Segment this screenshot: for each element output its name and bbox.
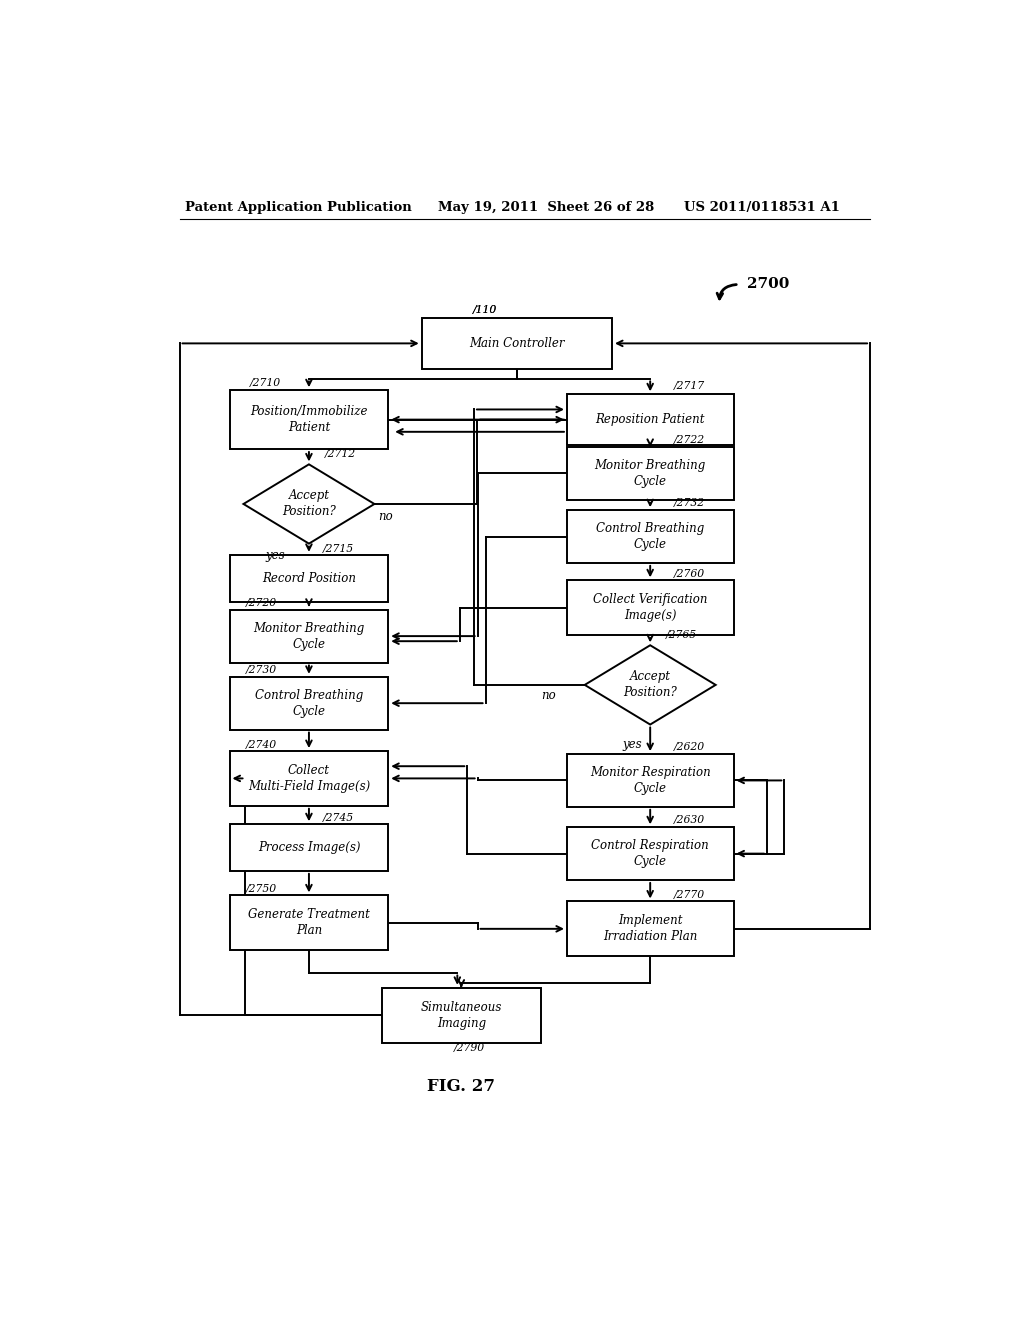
Text: May 19, 2011  Sheet 26 of 28: May 19, 2011 Sheet 26 of 28 <box>437 201 653 214</box>
Text: Control Breathing
Cycle: Control Breathing Cycle <box>255 689 364 718</box>
Text: ∕2750: ∕2750 <box>246 884 276 894</box>
Text: Control Respiration
Cycle: Control Respiration Cycle <box>591 840 709 869</box>
Bar <box>229 895 388 950</box>
Text: Accept
Position?: Accept Position? <box>624 671 677 700</box>
Text: yes: yes <box>265 549 285 562</box>
Text: US 2011/0118531 A1: US 2011/0118531 A1 <box>684 201 840 214</box>
Bar <box>567 828 733 880</box>
Text: ∕2715: ∕2715 <box>324 544 354 554</box>
Bar <box>382 987 541 1043</box>
Text: Control Breathing
Cycle: Control Breathing Cycle <box>596 521 705 550</box>
Text: FIG. 27: FIG. 27 <box>427 1078 496 1096</box>
Text: ∕2730: ∕2730 <box>246 665 276 675</box>
Bar <box>567 447 733 500</box>
Bar <box>422 318 612 368</box>
Text: Monitor Respiration
Cycle: Monitor Respiration Cycle <box>590 766 711 795</box>
Text: yes: yes <box>623 738 642 751</box>
Bar <box>229 751 388 805</box>
Text: ∕2745: ∕2745 <box>324 813 354 824</box>
Text: Monitor Breathing
Cycle: Monitor Breathing Cycle <box>595 459 706 488</box>
Text: ∕2770: ∕2770 <box>674 890 706 900</box>
Bar <box>567 902 733 956</box>
Text: ∕2630: ∕2630 <box>674 816 706 825</box>
Text: Main Controller: Main Controller <box>469 337 564 350</box>
Bar <box>229 554 388 602</box>
Text: ∕2712: ∕2712 <box>325 449 356 459</box>
Text: Patent Application Publication: Patent Application Publication <box>185 201 412 214</box>
Polygon shape <box>585 645 716 725</box>
Bar <box>229 610 388 663</box>
Text: ∕2710: ∕2710 <box>250 378 281 388</box>
Bar <box>567 754 733 807</box>
Text: ∕2720: ∕2720 <box>246 598 276 607</box>
Text: no: no <box>541 689 556 701</box>
Text: 2700: 2700 <box>748 277 790 292</box>
Text: no: no <box>379 510 393 523</box>
Text: Process Image(s): Process Image(s) <box>258 841 360 854</box>
Bar <box>229 391 388 449</box>
Text: Accept
Position?: Accept Position? <box>282 490 336 519</box>
Text: Monitor Breathing
Cycle: Monitor Breathing Cycle <box>253 622 365 651</box>
Text: ∕2740: ∕2740 <box>246 741 276 750</box>
Text: Position/Immobilize
Patient: Position/Immobilize Patient <box>250 405 368 434</box>
Text: Record Position: Record Position <box>262 572 356 585</box>
Text: ∕2760: ∕2760 <box>674 569 706 579</box>
Bar <box>567 510 733 562</box>
Text: ∕2620: ∕2620 <box>674 742 706 752</box>
Polygon shape <box>244 465 375 544</box>
Bar <box>229 824 388 871</box>
Text: ∕2732: ∕2732 <box>674 498 706 508</box>
Text: Collect Verification
Image(s): Collect Verification Image(s) <box>593 593 708 622</box>
Text: Implement
Irradiation Plan: Implement Irradiation Plan <box>603 915 697 944</box>
Text: Collect
Multi-Field Image(s): Collect Multi-Field Image(s) <box>248 764 370 793</box>
Text: ∕2717: ∕2717 <box>674 381 706 391</box>
Text: Simultaneous
Imaging: Simultaneous Imaging <box>421 1001 502 1030</box>
Text: ∕2765: ∕2765 <box>666 630 697 640</box>
Bar <box>567 581 733 635</box>
Bar <box>567 395 733 445</box>
Text: ∕110: ∕110 <box>473 305 498 315</box>
Bar <box>229 677 388 730</box>
Text: ∕2790: ∕2790 <box>454 1043 484 1053</box>
Text: ∕2722: ∕2722 <box>674 436 706 445</box>
Text: Reposition Patient: Reposition Patient <box>595 413 705 426</box>
Text: ∕110: ∕110 <box>473 305 498 315</box>
Text: Generate Treatment
Plan: Generate Treatment Plan <box>248 908 370 937</box>
